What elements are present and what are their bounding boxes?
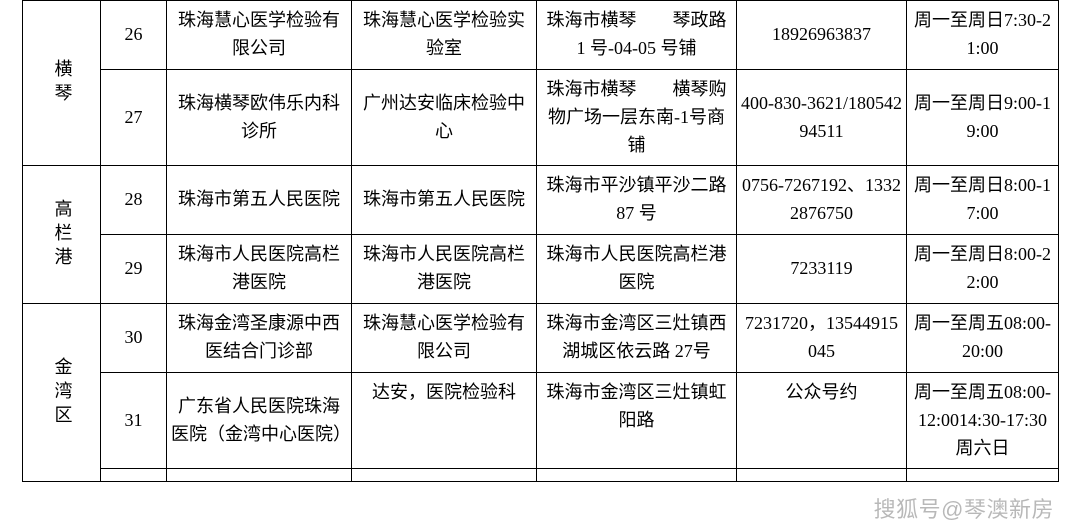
table-row (23, 469, 1059, 482)
addr-cell: 珠海市金湾区三灶镇西湖城区依云路 27号 (537, 304, 737, 373)
phone-cell: 400-830-3621/18054294511 (737, 69, 907, 166)
inst-cell: 达安，医院检验科 (352, 372, 537, 469)
idx-cell: 26 (101, 1, 167, 70)
table-row: 横琴 26 珠海慧心医学检验有限公司 珠海慧心医学检验实验室 珠海市横琴 琴政路… (23, 1, 1059, 70)
name-cell: 珠海横琴欧伟乐内科诊所 (167, 69, 352, 166)
watermark-text: 搜狐号@琴澳新房 (874, 492, 1054, 524)
facility-table: 横琴 26 珠海慧心医学检验有限公司 珠海慧心医学检验实验室 珠海市横琴 琴政路… (22, 0, 1059, 482)
name-cell: 珠海市第五人民医院 (167, 166, 352, 235)
table-row: 金湾区 30 珠海金湾圣康源中西医结合门诊部 珠海慧心医学检验有限公司 珠海市金… (23, 304, 1059, 373)
name-cell: 珠海市人民医院高栏港医院 (167, 235, 352, 304)
phone-cell: 18926963837 (737, 1, 907, 70)
table-row: 31 广东省人民医院珠海医院（金湾中心医院） 达安，医院检验科 珠海市金湾区三灶… (23, 372, 1059, 469)
inst-cell: 珠海慧心医学检验有限公司 (352, 304, 537, 373)
addr-cell: 珠海市金湾区三灶镇虹阳路 (537, 372, 737, 469)
phone-cell: 7231720，13544915045 (737, 304, 907, 373)
hours-cell: 周一至周日8:00-17:00 (907, 166, 1059, 235)
inst-cell: 广州达安临床检验中心 (352, 69, 537, 166)
hours-cell: 周一至周五08:00-20:00 (907, 304, 1059, 373)
phone-cell: 7233119 (737, 235, 907, 304)
name-cell: 广东省人民医院珠海医院（金湾中心医院） (167, 372, 352, 469)
addr-cell: 珠海市横琴 横琴购物广场一层东南-1号商铺 (537, 69, 737, 166)
name-cell: 珠海金湾圣康源中西医结合门诊部 (167, 304, 352, 373)
phone-cell: 公众号约 (737, 372, 907, 469)
district-cell: 横琴 (23, 1, 101, 166)
inst-cell: 珠海慧心医学检验实验室 (352, 1, 537, 70)
district-cell: 高栏港 (23, 166, 101, 304)
idx-cell: 27 (101, 69, 167, 166)
inst-cell (352, 469, 537, 482)
hours-cell: 周一至周五08:00-12:0014:30-17:30周六日 (907, 372, 1059, 469)
hours-cell (907, 469, 1059, 482)
table-row: 高栏港 28 珠海市第五人民医院 珠海市第五人民医院 珠海市平沙镇平沙二路 87… (23, 166, 1059, 235)
page-container: 横琴 26 珠海慧心医学检验有限公司 珠海慧心医学检验实验室 珠海市横琴 琴政路… (0, 0, 1080, 482)
addr-cell (537, 469, 737, 482)
hours-cell: 周一至周日9:00-19:00 (907, 69, 1059, 166)
idx-cell: 31 (101, 372, 167, 469)
idx-cell: 28 (101, 166, 167, 235)
inst-cell: 珠海市人民医院高栏港医院 (352, 235, 537, 304)
phone-cell (737, 469, 907, 482)
idx-cell: 30 (101, 304, 167, 373)
name-cell (167, 469, 352, 482)
inst-cell: 珠海市第五人民医院 (352, 166, 537, 235)
name-cell: 珠海慧心医学检验有限公司 (167, 1, 352, 70)
addr-cell: 珠海市人民医院高栏港医院 (537, 235, 737, 304)
district-cell: 金湾区 (23, 304, 101, 482)
addr-cell: 珠海市横琴 琴政路 1 号-04-05 号铺 (537, 1, 737, 70)
phone-cell: 0756-7267192、13322876750 (737, 166, 907, 235)
addr-cell: 珠海市平沙镇平沙二路 87 号 (537, 166, 737, 235)
hours-cell: 周一至周日7:30-21:00 (907, 1, 1059, 70)
idx-cell (101, 469, 167, 482)
hours-cell: 周一至周日8:00-22:00 (907, 235, 1059, 304)
table-row: 29 珠海市人民医院高栏港医院 珠海市人民医院高栏港医院 珠海市人民医院高栏港医… (23, 235, 1059, 304)
idx-cell: 29 (101, 235, 167, 304)
table-row: 27 珠海横琴欧伟乐内科诊所 广州达安临床检验中心 珠海市横琴 横琴购物广场一层… (23, 69, 1059, 166)
